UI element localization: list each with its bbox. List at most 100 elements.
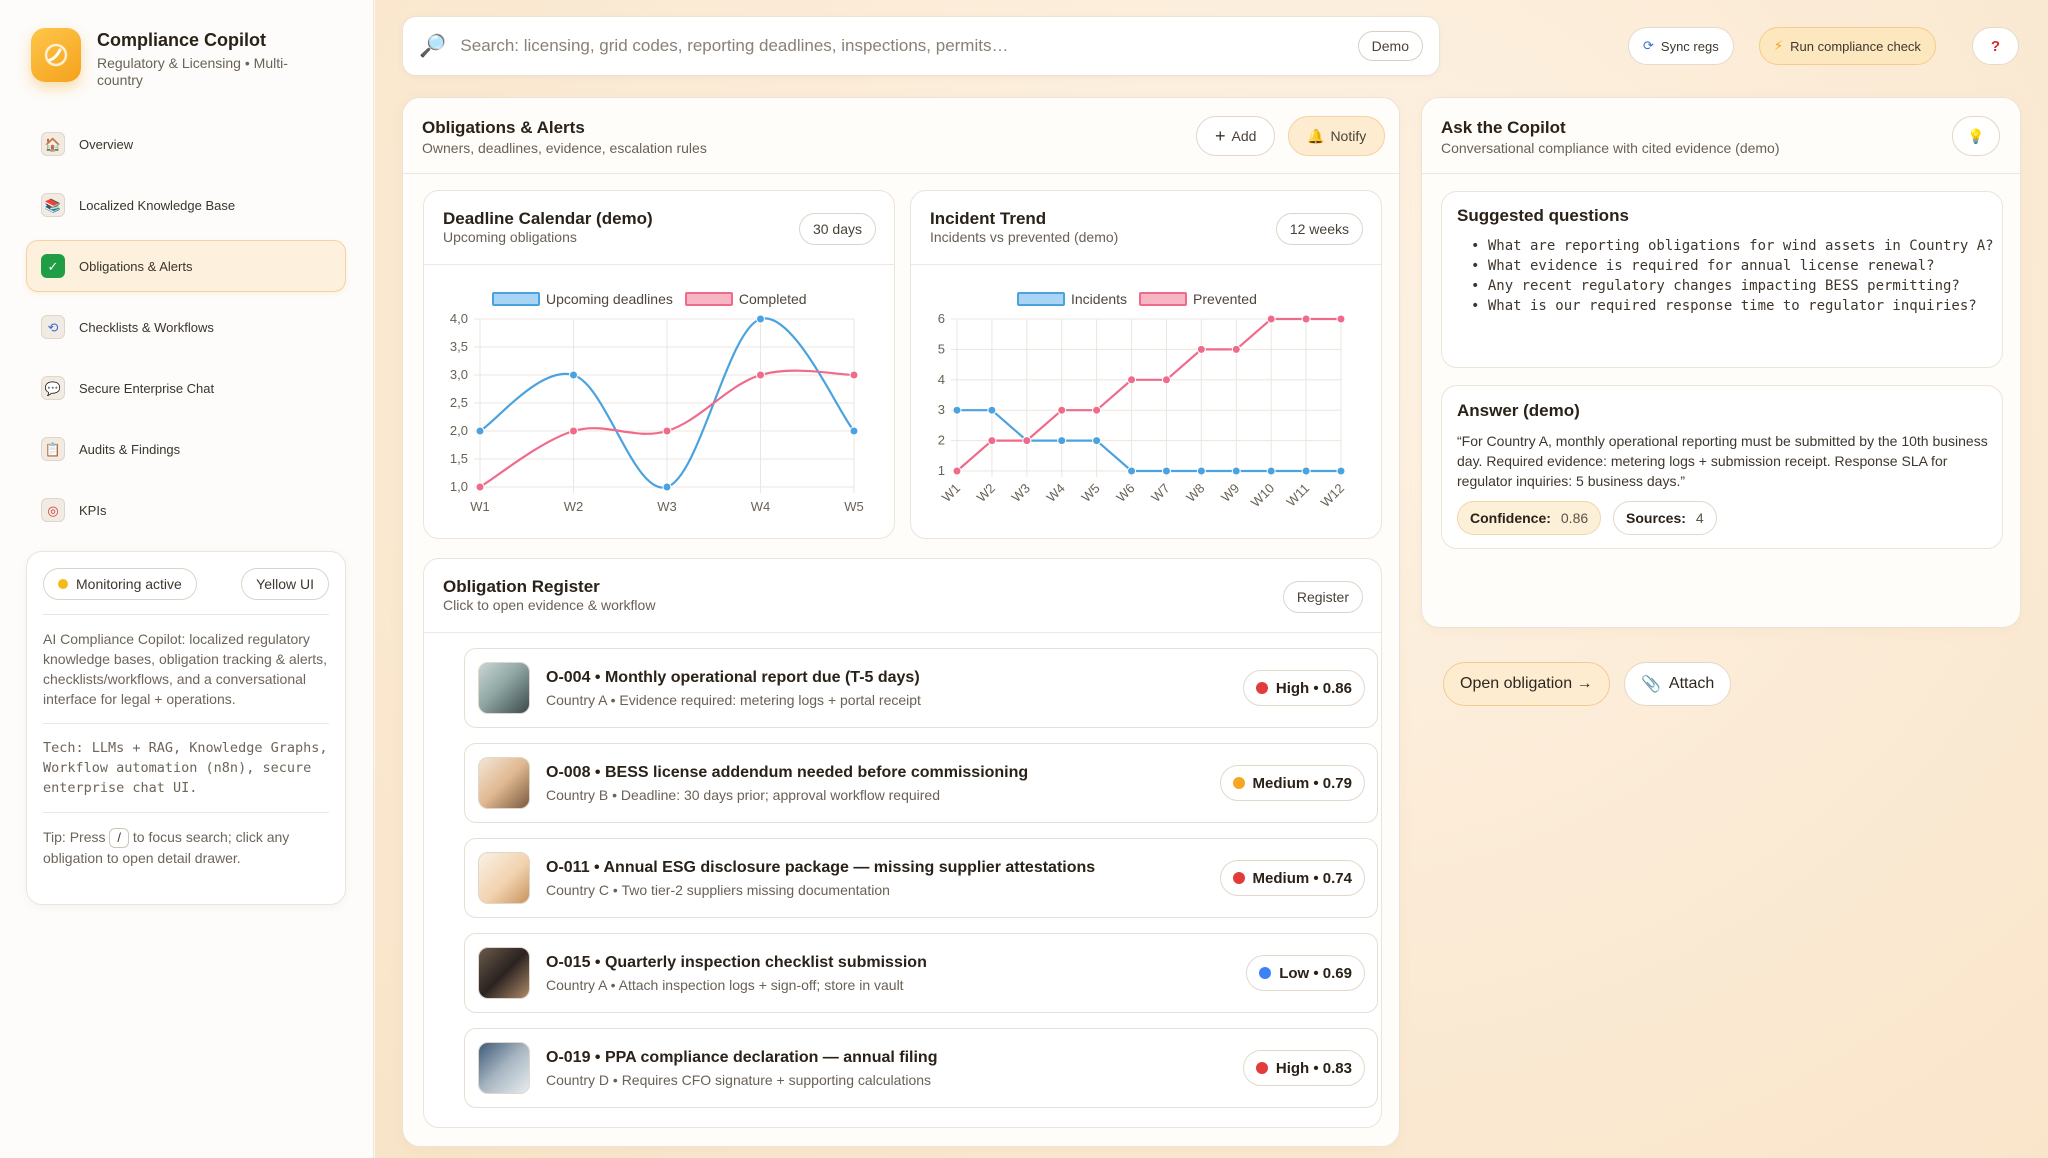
data-point xyxy=(1336,466,1346,476)
card-title: Obligation Register xyxy=(443,577,600,596)
obligation-subtitle: Country A • Evidence required: metering … xyxy=(546,691,921,708)
chat-bubble-icon: 💬 xyxy=(41,376,65,400)
suggested-question[interactable]: • What are reporting obligations for win… xyxy=(1471,238,1994,254)
x-tick-label: W3 xyxy=(657,499,677,514)
chart-legend: Incidents Prevented xyxy=(1017,291,1257,307)
sync-regs-button[interactable]: ⟳ Sync regs xyxy=(1628,27,1734,65)
attach-button[interactable]: 📎 Attach xyxy=(1624,662,1732,706)
help-button[interactable]: ? xyxy=(1972,27,2019,65)
photo-thumbnail-laptop xyxy=(478,662,530,714)
open-obligation-button[interactable]: Open obligation → xyxy=(1443,662,1610,706)
sync-icon: ⟳ xyxy=(1643,38,1654,53)
panel-subtitle: Owners, deadlines, evidence, escalation … xyxy=(422,140,707,156)
paperclip-icon: 📎 xyxy=(1641,676,1661,693)
range-chip[interactable]: 30 days xyxy=(798,213,876,245)
obligation-row[interactable]: O-004 • Monthly operational report due (… xyxy=(464,648,1378,728)
obligation-row[interactable]: O-008 • BESS license addendum needed bef… xyxy=(464,743,1378,823)
x-tick-label: W4 xyxy=(751,499,771,514)
x-tick-label: W6 xyxy=(1113,481,1137,505)
x-tick-label: W1 xyxy=(470,499,490,514)
sidebar-item-chat[interactable]: 💬 Secure Enterprise Chat xyxy=(26,362,346,414)
sidebar-item-label: Obligations & Alerts xyxy=(79,258,193,274)
x-tick-label: W9 xyxy=(1218,481,1242,505)
data-point xyxy=(849,370,859,380)
y-tick-label: 3,5 xyxy=(450,339,468,354)
chart-legend: Upcoming deadlines Completed xyxy=(492,291,807,307)
lightbulb-button[interactable]: 💡 xyxy=(1952,116,2000,156)
legend-item: Incidents xyxy=(1017,291,1127,307)
x-tick-label: W3 xyxy=(1009,481,1033,505)
sidebar-item-kpis[interactable]: ◎ KPIs xyxy=(26,484,346,536)
deadline-chart: 4,0 3,5 3,0 2,5 2,0 1,5 1,0W1 W2 W3 W4 W5 xyxy=(450,311,864,514)
priority-dot-icon xyxy=(1255,1062,1268,1074)
data-point xyxy=(952,466,962,476)
legend-label: Incidents xyxy=(1071,291,1128,307)
photo-thumbnail-calculator xyxy=(478,947,530,999)
suggested-question[interactable]: • What is our required response time to … xyxy=(1471,298,1977,314)
data-point xyxy=(1301,466,1311,476)
sidebar-item-overview[interactable]: 🏠 Overview xyxy=(26,118,346,170)
obligation-row[interactable]: O-011 • Annual ESG disclosure package — … xyxy=(464,838,1378,918)
legend-swatch xyxy=(1139,292,1188,306)
search-icon: 🔎 xyxy=(419,33,447,58)
notify-button[interactable]: 🔔 Notify xyxy=(1288,116,1386,156)
demo-mode-chip[interactable]: Demo xyxy=(1357,31,1423,61)
confidence-pill: Confidence: 0.86 xyxy=(1457,501,1602,535)
answer-text: “For Country A, monthly operational repo… xyxy=(1457,433,1988,489)
data-point xyxy=(1266,314,1276,324)
obligation-title: O-015 • Quarterly inspection checklist s… xyxy=(546,953,927,971)
priority-label: High • 0.83 xyxy=(1275,1059,1352,1077)
range-chip[interactable]: 12 weeks xyxy=(1275,213,1363,245)
tip-text: Tip: Press / to focus search; click any … xyxy=(43,827,329,868)
sources-pill[interactable]: Sources: 4 xyxy=(1613,501,1717,535)
confidence-value: 0.86 xyxy=(1560,510,1589,526)
add-button[interactable]: + Add xyxy=(1196,116,1276,156)
sidebar-item-checklists[interactable]: ⟲ Checklists & Workflows xyxy=(26,301,346,353)
y-tick-label: 1 xyxy=(938,463,945,478)
y-tick-label: 2,5 xyxy=(450,395,468,410)
legend-item: Prevented xyxy=(1139,291,1257,307)
data-point xyxy=(952,405,962,415)
checkmark-icon: ✓ xyxy=(41,254,65,278)
theme-pill[interactable]: Yellow UI xyxy=(241,568,329,600)
priority-label: Medium • 0.74 xyxy=(1252,869,1352,887)
data-point xyxy=(1336,314,1346,324)
priority-badge: Medium • 0.79 xyxy=(1219,765,1365,801)
obligation-row[interactable]: O-015 • Quarterly inspection checklist s… xyxy=(464,933,1378,1013)
data-point xyxy=(1231,466,1241,476)
suggested-question[interactable]: • Any recent regulatory changes impactin… xyxy=(1471,278,1960,294)
run-compliance-check-button[interactable]: ⚡ Run compliance check xyxy=(1759,27,1936,65)
obligation-title: O-004 • Monthly operational report due (… xyxy=(546,668,920,686)
x-tick-label: W5 xyxy=(844,499,864,514)
legend-swatch xyxy=(1017,292,1065,306)
sidebar-item-obligations[interactable]: ✓ Obligations & Alerts xyxy=(26,240,346,292)
panel-title: Obligations & Alerts xyxy=(422,118,585,137)
house-icon: 🏠 xyxy=(41,132,65,156)
tech-stack: Tech: LLMs + RAG, Knowledge Graphs, Work… xyxy=(43,740,328,796)
suggested-question[interactable]: • What evidence is required for annual l… xyxy=(1471,258,1935,274)
x-tick-label: W10 xyxy=(1248,481,1278,511)
card-title: Incident Trend xyxy=(930,209,1047,228)
data-point xyxy=(987,436,997,446)
suggested-questions-list: • What are reporting obligations for win… xyxy=(1471,236,2001,316)
target-icon: ◎ xyxy=(41,498,65,522)
obligation-subtitle: Country D • Requires CFO signature + sup… xyxy=(546,1071,932,1088)
lightning-icon: ⚡ xyxy=(1774,38,1784,53)
priority-dot-icon xyxy=(1255,682,1268,694)
obligation-row[interactable]: O-019 • PPA compliance declaration — ann… xyxy=(464,1028,1378,1108)
register-chip[interactable]: Register xyxy=(1282,581,1363,613)
data-point xyxy=(475,426,485,436)
search-input[interactable] xyxy=(460,36,1358,56)
clipboard-icon: 📋 xyxy=(41,437,65,461)
open-obligation-label: Open obligation → xyxy=(1460,675,1593,692)
sidebar-item-knowledge-base[interactable]: 📚 Localized Knowledge Base xyxy=(26,179,346,231)
theme-label: Yellow UI xyxy=(256,576,314,592)
data-point xyxy=(1196,466,1206,476)
data-point xyxy=(1022,436,1032,446)
sidebar-item-audits[interactable]: 📋 Audits & Findings xyxy=(26,423,346,475)
repeat-icon: ⟲ xyxy=(41,315,65,339)
legend-label: Upcoming deadlines xyxy=(546,291,673,307)
app-description: AI Compliance Copilot: localized regulat… xyxy=(43,631,328,707)
priority-label: Medium • 0.79 xyxy=(1252,774,1352,792)
divider xyxy=(43,812,329,813)
